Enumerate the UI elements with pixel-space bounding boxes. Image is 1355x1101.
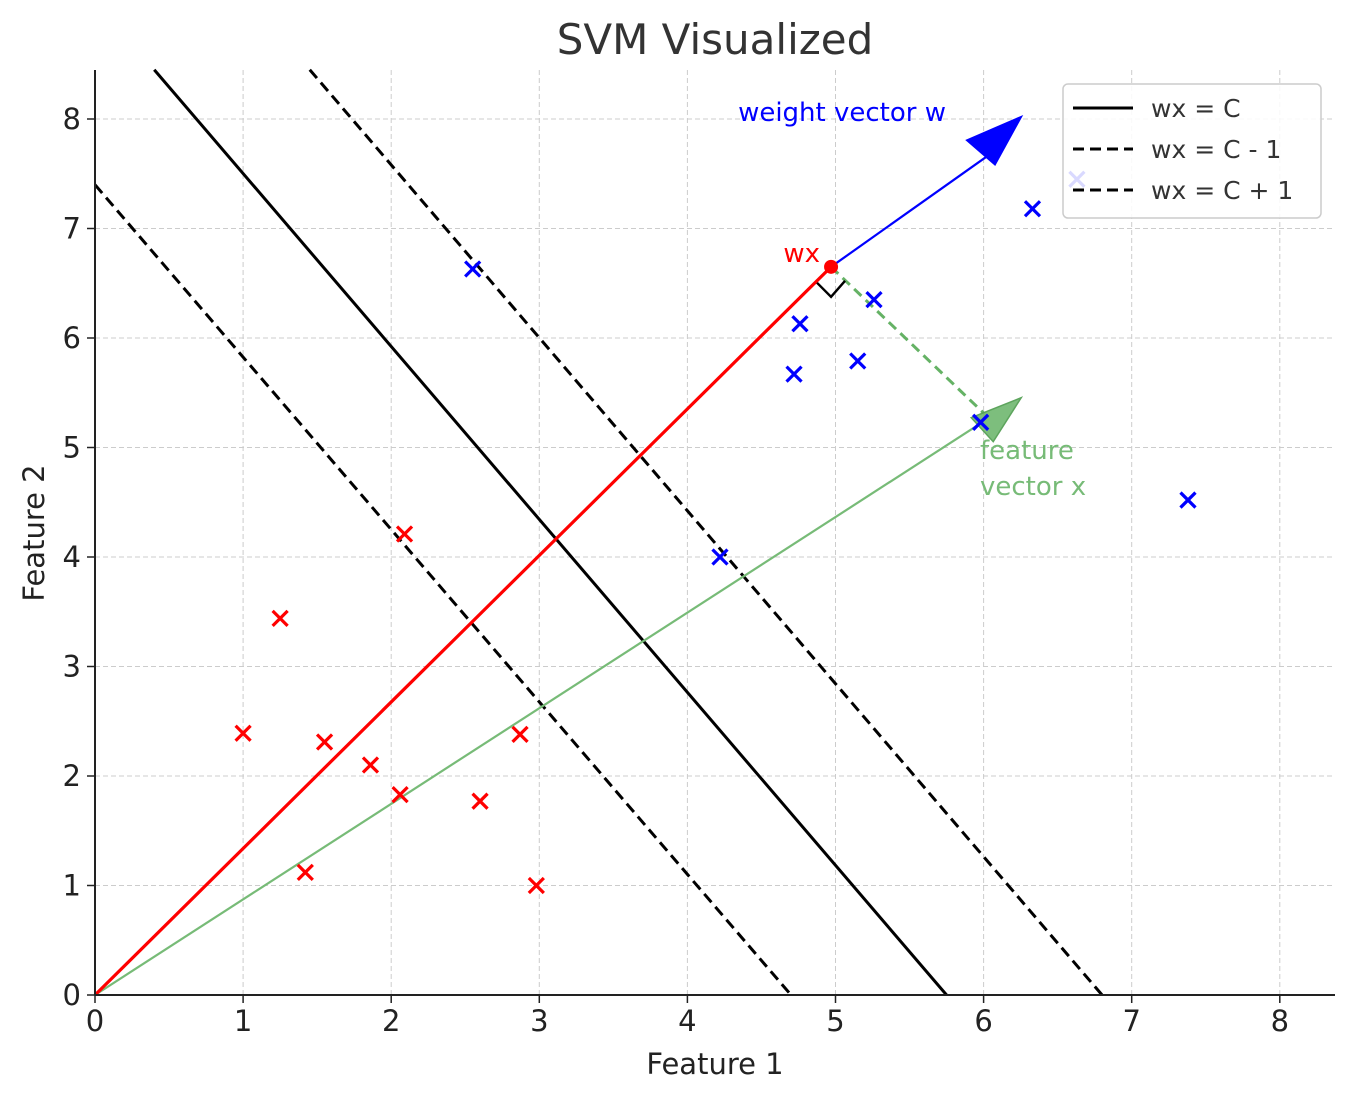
x-axis-title: Feature 1 bbox=[646, 1047, 783, 1081]
y-tick-label: 2 bbox=[63, 759, 81, 793]
feature-vector-line bbox=[94, 420, 984, 996]
decision-lines bbox=[95, 68, 1104, 995]
feature-vector-arrowhead bbox=[969, 396, 1024, 443]
wx-label: wx bbox=[783, 239, 820, 269]
data-point bbox=[972, 413, 990, 431]
x-tick-label: 3 bbox=[530, 1004, 548, 1038]
data-point bbox=[464, 260, 482, 278]
data-point bbox=[391, 785, 409, 804]
vectors: weight vector w wx feature vector x bbox=[93, 98, 1086, 997]
y-tick-label: 0 bbox=[63, 978, 81, 1012]
legend-box bbox=[1062, 83, 1322, 219]
data-point-stroke bbox=[511, 725, 529, 744]
data-point bbox=[711, 548, 729, 566]
projection-line bbox=[93, 265, 833, 997]
data-point-stroke bbox=[791, 315, 809, 333]
y-tick-label: 8 bbox=[63, 102, 81, 136]
y-tick-label: 6 bbox=[63, 321, 81, 355]
legend: wx = C wx = C - 1 wx = C + 1 bbox=[1062, 83, 1322, 219]
y-tick-label: 4 bbox=[63, 540, 81, 574]
wx-point bbox=[824, 259, 839, 274]
x-tick-label: 4 bbox=[678, 1004, 696, 1038]
data-point bbox=[315, 733, 334, 751]
data-point bbox=[296, 863, 314, 881]
legend-label: wx = C - 1 bbox=[1151, 135, 1281, 164]
y-tick-label: 5 bbox=[63, 431, 81, 465]
data-point bbox=[865, 291, 883, 309]
data-point-stroke bbox=[234, 724, 252, 742]
data-point bbox=[1023, 200, 1042, 218]
y-tick-label: 1 bbox=[63, 869, 81, 903]
weight-vector-line bbox=[830, 151, 994, 268]
feature-vector-label-line: vector x bbox=[980, 472, 1086, 502]
data-point-stroke bbox=[785, 365, 803, 383]
data-point bbox=[785, 365, 803, 383]
x-tick-label: 8 bbox=[1271, 1004, 1289, 1038]
right-angle-marker bbox=[816, 280, 846, 299]
data-point bbox=[395, 525, 414, 543]
data-point bbox=[471, 792, 489, 810]
data-point-stroke bbox=[361, 756, 380, 774]
data-point bbox=[511, 725, 529, 744]
data-point-stroke bbox=[972, 413, 990, 431]
y-tick-label: 7 bbox=[63, 212, 81, 246]
y-tick-label: 3 bbox=[63, 650, 81, 684]
data-points bbox=[234, 170, 1197, 895]
axes: 0 1 2 3 4 5 6 7 8 0 1 2 3 4 5 6 7 8 bbox=[63, 70, 1335, 1038]
grid bbox=[95, 70, 1335, 995]
line-0 bbox=[153, 68, 948, 995]
legend-label: wx = C bbox=[1151, 94, 1241, 123]
data-point-stroke bbox=[471, 792, 489, 810]
x-tick-label: 6 bbox=[974, 1004, 992, 1038]
x-tick-label: 7 bbox=[1122, 1004, 1140, 1038]
data-point-stroke bbox=[271, 609, 289, 627]
projection-drop-line bbox=[830, 265, 993, 422]
data-point bbox=[791, 315, 809, 333]
data-point-stroke bbox=[391, 785, 409, 804]
feature-vector-label-line: feature bbox=[980, 436, 1074, 466]
legend-label: wx = C + 1 bbox=[1151, 176, 1293, 205]
data-point-stroke bbox=[849, 352, 867, 370]
data-point-stroke bbox=[527, 876, 545, 895]
x-tick-label: 5 bbox=[826, 1004, 844, 1038]
data-point bbox=[361, 756, 380, 774]
data-point-stroke bbox=[296, 863, 314, 881]
weight-vector-label: weight vector w bbox=[738, 98, 946, 128]
line-1 bbox=[95, 183, 793, 995]
weight-vector-arrowhead bbox=[965, 114, 1024, 166]
data-point bbox=[527, 876, 545, 895]
data-point bbox=[849, 352, 867, 370]
x-tick-label: 1 bbox=[234, 1004, 252, 1038]
x-tick-label: 2 bbox=[382, 1004, 400, 1038]
data-point-stroke bbox=[711, 548, 729, 566]
chart-title: SVM Visualized bbox=[557, 15, 874, 64]
y-axis-title: Feature 2 bbox=[17, 464, 51, 601]
data-point-stroke bbox=[464, 260, 482, 278]
data-point-stroke bbox=[315, 733, 334, 751]
data-point-stroke bbox=[1023, 200, 1042, 218]
data-point-stroke bbox=[395, 525, 414, 543]
data-point-stroke bbox=[1179, 491, 1197, 509]
data-point-stroke bbox=[865, 291, 883, 309]
data-point bbox=[271, 609, 289, 627]
x-tick-label: 0 bbox=[86, 1004, 104, 1038]
data-point bbox=[234, 724, 252, 742]
data-point bbox=[1179, 491, 1197, 509]
